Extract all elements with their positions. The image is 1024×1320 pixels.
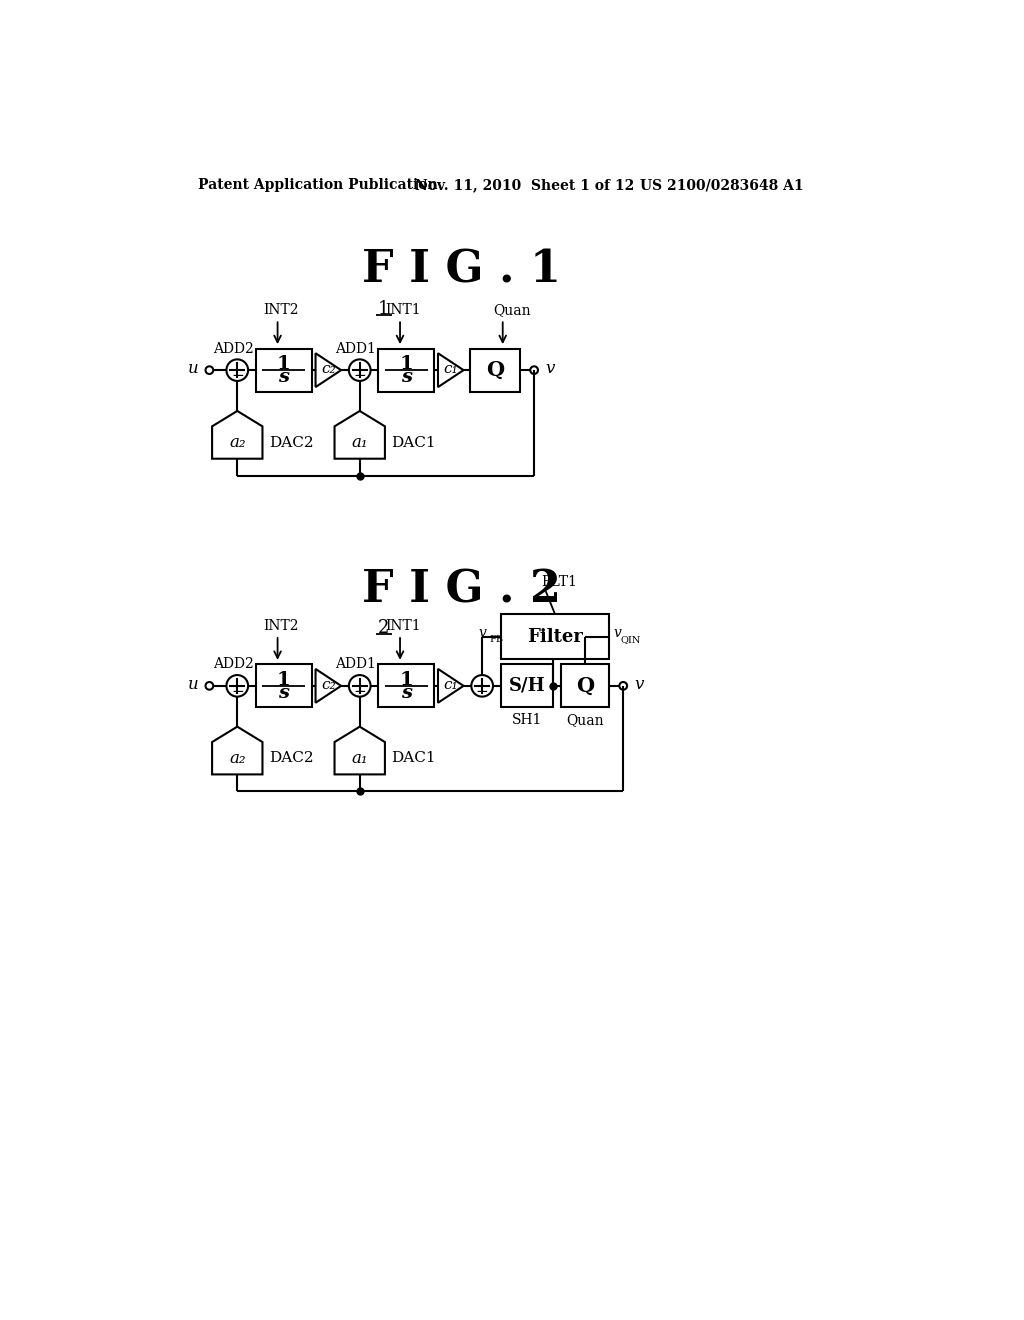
Text: s: s — [400, 684, 412, 702]
Bar — [501, 664, 554, 708]
Text: SH1: SH1 — [512, 713, 543, 727]
Text: INT2: INT2 — [263, 304, 298, 317]
Text: 1: 1 — [399, 355, 413, 374]
Text: Patent Application Publication: Patent Application Publication — [198, 178, 437, 193]
Text: u: u — [187, 676, 199, 693]
Text: INT1: INT1 — [385, 619, 421, 632]
Text: Q: Q — [577, 676, 594, 696]
Text: ADD1: ADD1 — [336, 657, 376, 672]
Text: 1: 1 — [399, 671, 413, 689]
Text: F I G . 2: F I G . 2 — [361, 568, 561, 611]
Text: c₂: c₂ — [322, 678, 336, 692]
Text: −: − — [353, 370, 367, 383]
Text: s: s — [279, 684, 289, 702]
Text: Quan: Quan — [566, 713, 604, 727]
Text: F I G . 1: F I G . 1 — [361, 248, 561, 292]
Text: INT1: INT1 — [385, 304, 421, 317]
Text: u: u — [187, 360, 199, 378]
Text: DAC1: DAC1 — [391, 436, 436, 450]
Text: v: v — [613, 627, 621, 640]
Text: 1: 1 — [276, 355, 291, 374]
Text: FB: FB — [489, 635, 503, 644]
Text: ADD2: ADD2 — [213, 657, 254, 672]
Text: s: s — [279, 368, 289, 385]
Text: Nov. 11, 2010  Sheet 1 of 12: Nov. 11, 2010 Sheet 1 of 12 — [415, 178, 634, 193]
Text: S/H: S/H — [509, 677, 546, 694]
Text: s: s — [400, 368, 412, 385]
Text: Q: Q — [486, 360, 504, 380]
Text: Quan: Quan — [494, 304, 530, 317]
Text: −: − — [353, 685, 367, 698]
Text: FLT1: FLT1 — [541, 576, 577, 589]
Text: a₁: a₁ — [351, 434, 368, 451]
Text: Filter: Filter — [527, 627, 583, 645]
Bar — [256, 348, 311, 392]
Bar — [256, 664, 311, 708]
Text: DAC1: DAC1 — [391, 751, 436, 766]
Text: c₂: c₂ — [322, 363, 336, 376]
Bar — [378, 348, 434, 392]
Text: −: − — [476, 685, 488, 698]
Bar — [378, 664, 434, 708]
Text: 1: 1 — [276, 671, 291, 689]
Text: US 2100/0283648 A1: US 2100/0283648 A1 — [640, 178, 803, 193]
Text: a₁: a₁ — [351, 750, 368, 767]
Bar — [561, 664, 609, 708]
Text: ADD2: ADD2 — [213, 342, 254, 355]
Text: INT2: INT2 — [263, 619, 298, 632]
Text: a₂: a₂ — [229, 434, 246, 451]
Text: 1: 1 — [378, 300, 389, 318]
Text: QIN: QIN — [621, 635, 641, 644]
Text: a₂: a₂ — [229, 750, 246, 767]
Text: v: v — [545, 360, 554, 378]
Bar — [501, 614, 609, 659]
Text: ADD1: ADD1 — [336, 342, 376, 355]
Text: 2: 2 — [378, 619, 389, 638]
Text: −: − — [230, 685, 244, 698]
Bar — [470, 348, 520, 392]
Text: v: v — [634, 676, 643, 693]
Text: DAC2: DAC2 — [268, 436, 313, 450]
Text: c₁: c₁ — [443, 678, 458, 692]
Text: v: v — [479, 627, 486, 640]
Text: DAC2: DAC2 — [268, 751, 313, 766]
Text: c₁: c₁ — [443, 363, 458, 376]
Text: −: − — [230, 370, 244, 383]
